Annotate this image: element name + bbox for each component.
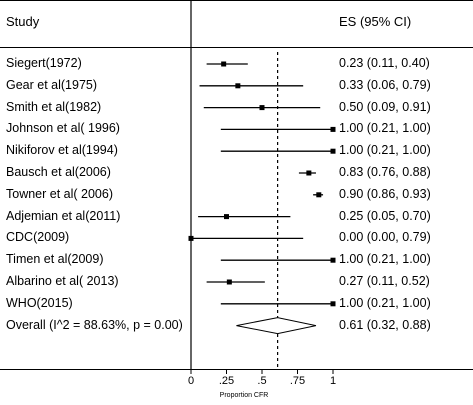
study-name: Bausch et al(2006) xyxy=(6,165,111,179)
point-estimate-marker xyxy=(221,61,227,67)
study-es-ci: 0.00 (0.00, 0.79) xyxy=(339,230,431,245)
point-estimate-marker xyxy=(235,83,241,89)
x-tick-label: 0 xyxy=(187,375,195,387)
study-column-header: Study xyxy=(6,14,40,29)
overall-es-ci: 0.61 (0.32, 0.88) xyxy=(339,317,431,332)
point-estimate-marker xyxy=(224,214,229,220)
study-name: Timen et al(2009) xyxy=(6,252,104,267)
point-estimate-marker xyxy=(330,148,336,154)
study-es-ci: 0.83 (0.76, 0.88) xyxy=(339,165,431,179)
study-name: Smith et al(1982) xyxy=(6,99,102,114)
point-estimate-marker xyxy=(306,170,312,176)
study-es-ci: 1.00 (0.21, 1.00) xyxy=(339,295,431,310)
point-estimate-marker xyxy=(226,279,232,285)
point-estimate-marker xyxy=(330,126,336,132)
study-name: WHO(2015) xyxy=(6,295,73,310)
study-es-ci: 0.25 (0.05, 0.70) xyxy=(339,208,431,223)
x-tick-label: 1 xyxy=(329,375,337,387)
point-estimate-marker xyxy=(330,257,336,263)
study-es-ci: 0.90 (0.86, 0.93) xyxy=(339,186,431,201)
study-name: Adjemian et al(2011) xyxy=(6,208,121,223)
overall-diamond xyxy=(236,317,317,335)
study-name: Siegert(1972) xyxy=(6,56,82,70)
study-name: CDC(2009) xyxy=(6,230,70,245)
point-estimate-marker xyxy=(259,105,265,111)
study-es-ci: 1.00 (0.21, 1.00) xyxy=(339,252,431,267)
study-es-ci: 0.33 (0.06, 0.79) xyxy=(339,77,431,92)
x-tick-label: .75 xyxy=(289,375,306,387)
point-estimate-marker xyxy=(316,192,322,198)
study-es-ci: 0.23 (0.11, 0.40) xyxy=(339,56,430,70)
x-tick-label: .5 xyxy=(257,375,267,387)
point-estimate-marker xyxy=(188,235,194,241)
study-name: Towner et al( 2006) xyxy=(6,186,114,201)
study-es-ci: 1.00 (0.21, 1.00) xyxy=(339,121,431,136)
study-es-ci: 0.50 (0.09, 0.91) xyxy=(339,99,431,114)
study-name: Gear et al(1975) xyxy=(6,77,98,92)
study-name: Albarino et al( 2013) xyxy=(6,274,119,288)
study-es-ci: 1.00 (0.21, 1.00) xyxy=(339,143,431,158)
point-estimate-marker xyxy=(330,301,336,307)
study-name: Nikiforov et al(1994) xyxy=(6,143,118,158)
overall-label: Overall (I^2 = 88.63%, p = 0.00) xyxy=(6,317,183,332)
x-tick-label: .25 xyxy=(218,375,235,387)
study-es-ci: 0.27 (0.11, 0.52) xyxy=(339,274,430,288)
x-axis-label: Proportion CFR xyxy=(219,392,269,399)
study-name: Johnson et al( 1996) xyxy=(6,121,120,136)
es-column-header: ES (95% CI) xyxy=(339,14,412,29)
